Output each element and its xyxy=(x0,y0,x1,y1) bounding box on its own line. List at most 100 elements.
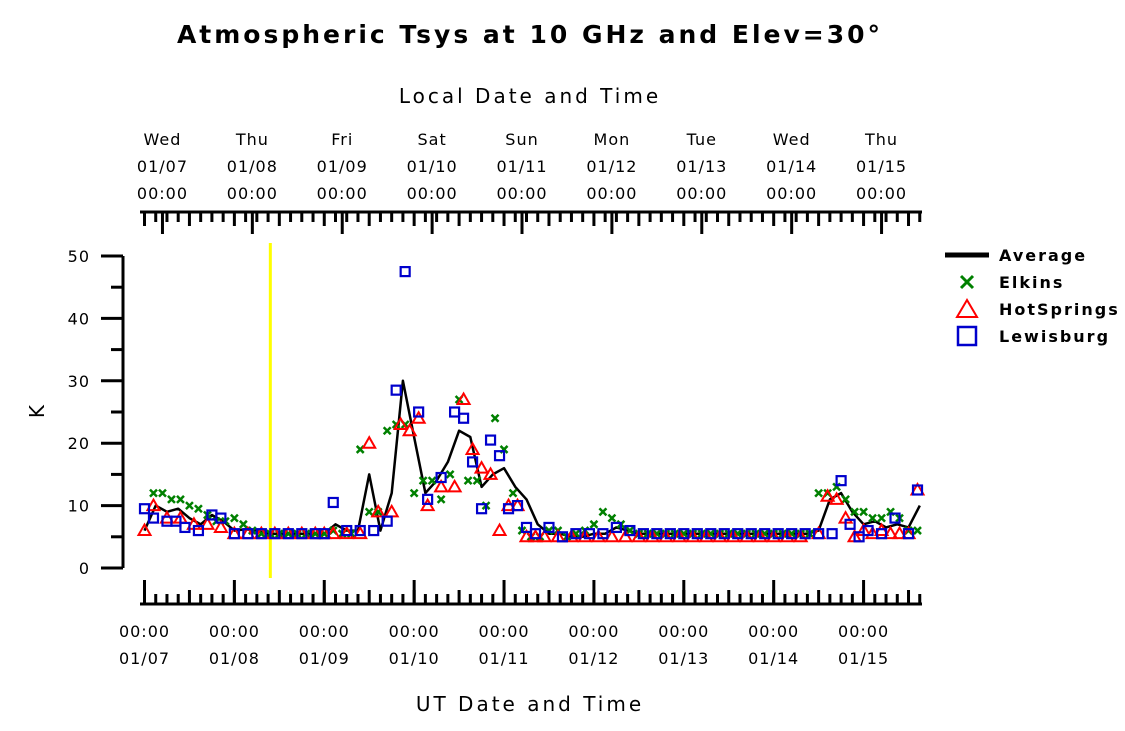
lewisburg-point xyxy=(170,515,182,527)
y-tick-label: 10 xyxy=(68,497,90,516)
top-tick-date-label: 01/07 xyxy=(137,157,188,176)
hotsprings-point xyxy=(577,528,593,543)
elkins-point xyxy=(409,488,419,498)
lewisburg-point xyxy=(624,524,636,537)
hotsprings-point xyxy=(563,528,580,543)
top-tick-date-label: 01/10 xyxy=(407,157,458,176)
hotsprings-point xyxy=(536,528,553,543)
lewisburg-point xyxy=(718,528,730,540)
lewisburg-point xyxy=(327,496,339,509)
lewisburg-point xyxy=(147,512,160,524)
elkins-point-stroke xyxy=(149,488,158,498)
hotsprings-point xyxy=(725,528,741,543)
lewisburg-point xyxy=(138,503,151,515)
hotsprings-point xyxy=(482,466,499,480)
hotsprings-point xyxy=(325,525,341,540)
top-tick-time-label: 00:00 xyxy=(496,184,547,203)
elkins-point xyxy=(238,519,248,529)
elkins-point xyxy=(149,488,158,498)
plot-area xyxy=(136,243,926,578)
lewisburg-point xyxy=(255,528,267,540)
hotsprings-point xyxy=(401,422,418,437)
elkins-point-stroke xyxy=(508,488,518,498)
elkins-point-stroke xyxy=(814,488,824,498)
lewisburg-point xyxy=(296,528,308,540)
bottom-tick-date-label: 01/07 xyxy=(119,649,170,668)
lewisburg-point xyxy=(772,528,784,540)
lewisburg-point xyxy=(826,528,838,540)
lewisburg-point xyxy=(390,384,402,396)
bottom-tick-time-label: 00:00 xyxy=(838,622,889,641)
top-tick-date-label: 01/09 xyxy=(317,157,368,176)
bottom-tick-time-label: 00:00 xyxy=(299,622,350,641)
y-tick-label: 20 xyxy=(68,434,90,453)
elkins-point-stroke xyxy=(176,494,185,504)
hotsprings-point xyxy=(473,460,490,474)
top-tick-date-label: 01/15 xyxy=(856,157,907,176)
lewisburg-point xyxy=(705,528,717,540)
y-tick-label: 0 xyxy=(79,559,90,578)
lewisburg-point xyxy=(691,528,703,540)
top-tick-time-label: 00:00 xyxy=(317,184,368,203)
legend-lewisburg-swatch xyxy=(956,325,978,347)
top-tick-time-label: 00:00 xyxy=(407,184,458,203)
bottom-tick-time-label: 00:00 xyxy=(748,622,799,641)
elkins-point-stroke xyxy=(158,488,167,498)
series-average xyxy=(143,379,921,539)
elkins-point-stroke xyxy=(589,519,599,529)
elkins-point xyxy=(850,507,859,517)
elkins-point-stroke xyxy=(490,413,500,423)
lewisburg-point xyxy=(354,524,366,537)
lewisburg-point xyxy=(242,528,254,540)
hotsprings-point xyxy=(464,441,481,455)
elkins-point-stroke xyxy=(886,507,895,517)
lewisburg-point xyxy=(610,521,622,534)
elkins-point-stroke xyxy=(598,507,608,517)
legend-label-hotsprings: HotSprings xyxy=(999,300,1120,319)
hotsprings-point xyxy=(446,478,463,493)
bottom-tick-date-label: 01/08 xyxy=(209,649,260,668)
top-tick-time-label: 00:00 xyxy=(586,184,637,203)
lewisburg-point xyxy=(475,503,488,515)
lewisburg-point xyxy=(813,528,825,540)
lewisburg-point xyxy=(457,412,470,424)
hotsprings-point xyxy=(685,528,701,543)
elkins-point xyxy=(877,513,886,523)
hotsprings-point xyxy=(590,528,607,543)
bottom-tick-time-label: 00:00 xyxy=(658,622,709,641)
hotsprings-point xyxy=(213,519,229,533)
lewisburg-point xyxy=(875,528,888,540)
series-lewisburg-points xyxy=(138,266,924,543)
elkins-point xyxy=(229,513,239,523)
top-tick-day-label: Thu xyxy=(235,130,269,149)
elkins-point-stroke xyxy=(167,494,176,504)
hotsprings-point xyxy=(370,503,386,518)
chart-title: Atmospheric Tsys at 10 GHz and Elev=30° xyxy=(177,20,883,49)
elkins-point-stroke xyxy=(229,513,239,523)
bottom-tick-time-label: 00:00 xyxy=(209,622,260,641)
lewisburg-point xyxy=(732,528,744,540)
lewisburg-point xyxy=(435,471,447,484)
hotsprings-point xyxy=(455,391,472,406)
hotsprings-point xyxy=(752,528,768,543)
top-tick-date-label: 01/13 xyxy=(676,157,727,176)
elkins-point-stroke xyxy=(436,494,446,504)
elkins-point xyxy=(194,504,203,514)
top-tick-time-label: 00:00 xyxy=(676,184,727,203)
lewisburg-point xyxy=(786,528,798,540)
elkins-point xyxy=(167,494,176,504)
elkins-point-stroke xyxy=(382,426,392,436)
bottom-axis: 00:00 01/07 00:00 01/08 00:00 01/09 00:00 01/10… xyxy=(119,580,922,668)
top-tick-day-label: Mon xyxy=(594,130,631,149)
elkins-point xyxy=(364,507,374,517)
hotsprings-point xyxy=(433,478,449,493)
hotsprings-point xyxy=(604,528,620,543)
lewisburg-point xyxy=(543,521,555,534)
hotsprings-point xyxy=(658,528,674,543)
bottom-tick-time-label: 00:00 xyxy=(389,622,440,641)
elkins-point xyxy=(814,488,824,498)
lewisburg-point xyxy=(341,524,353,537)
lewisburg-point xyxy=(556,531,569,543)
elkins-point xyxy=(859,507,868,517)
average-line xyxy=(143,379,921,539)
